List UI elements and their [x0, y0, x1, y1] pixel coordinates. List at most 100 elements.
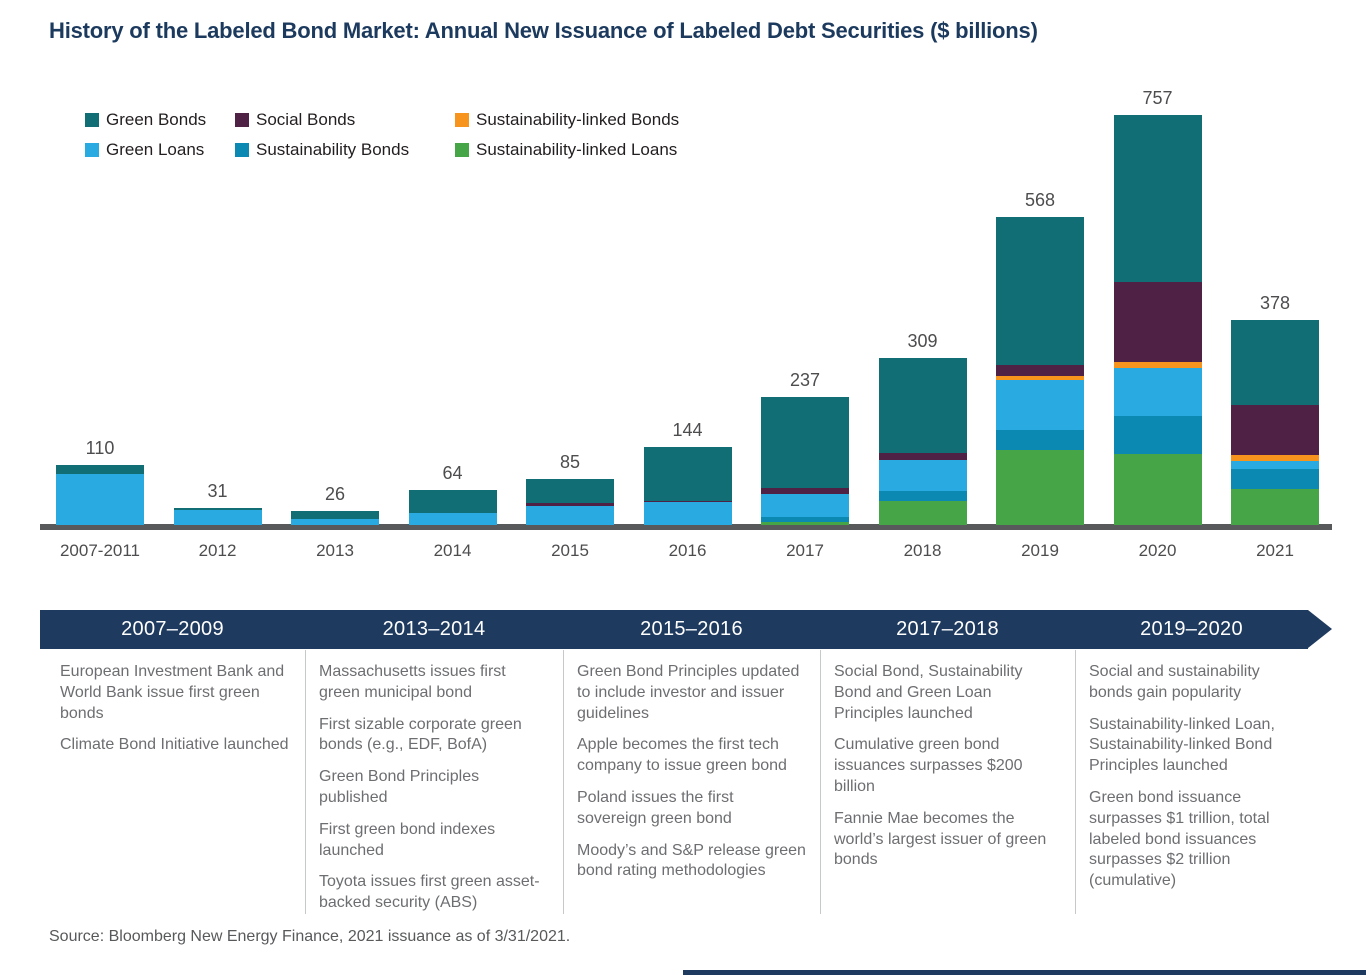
bar-2020 [1113, 115, 1202, 525]
timeline-period-label: 2007–2009 [121, 618, 224, 640]
timeline-column: Social and sustainability bonds gain pop… [1075, 650, 1308, 914]
bar-value-label: 110 [85, 438, 115, 459]
timeline-column: European Investment Bank and World Bank … [40, 650, 305, 914]
bar-value-label: 237 [789, 369, 821, 390]
bar-segment-green_loans [526, 506, 614, 525]
bar-segment-sustainability_bonds [1231, 469, 1319, 490]
timeline-event: Massachusetts issues first green municip… [319, 663, 506, 701]
bar-segment-social_bonds [996, 365, 1084, 377]
legend-item: Social Bonds [235, 110, 455, 130]
sustainability_linked_bonds-swatch-icon [455, 113, 469, 127]
timeline-event: Toyota issues first green asset-backed s… [319, 873, 540, 912]
bar-segment-green_bonds [173, 508, 262, 510]
bar-value-label: 378 [1259, 293, 1291, 314]
legend-item: Sustainability Bonds [235, 140, 455, 160]
bar-segment-sustainability_linked_bonds [1231, 454, 1319, 462]
bar-segment-green_loans [408, 513, 497, 525]
timeline-event: Sustainability-linked Loan, Sustainabili… [1089, 715, 1275, 775]
bar-segment-green_bonds [643, 447, 732, 502]
bar-2016 [643, 447, 732, 525]
sustainability_linked_loans-swatch-icon [455, 143, 469, 157]
legend-item: Green Bonds [85, 110, 235, 130]
bar-segment-green_bonds [291, 510, 379, 519]
x-axis-tick-label: 2019 [1021, 541, 1059, 560]
x-axis-tick-label: 2021 [1256, 541, 1294, 560]
bar-2019 [996, 217, 1084, 525]
bar-segment-sustainability_linked_bonds [996, 376, 1084, 380]
bar-segment-green_bonds [878, 357, 967, 453]
timeline-event: Climate Bond Initiative launched [60, 736, 289, 754]
x-axis-tick-label: 2018 [903, 541, 942, 560]
bar-segment-green_bonds [1231, 320, 1319, 405]
bar-segment-sustainability_linked_loans [1113, 453, 1202, 525]
bar-segment-sustainability_bonds [996, 429, 1084, 450]
timeline-column: Massachusetts issues first green municip… [305, 650, 563, 914]
timeline-band: 2007–2009 2013–2014 2015–2016 2017–2018 2019… [40, 610, 1308, 649]
chart-legend: Green Bonds Social Bonds Sustainability-li… [85, 110, 715, 160]
bar-segment-green_bonds [761, 396, 849, 488]
timeline-column: Social Bond, Sustainability Bond and Gre… [820, 650, 1075, 914]
bar-value-label: 309 [907, 330, 938, 351]
timeline-event: First green bond indexes launched [319, 820, 496, 859]
timeline-event: Green Bond Principles published [319, 768, 480, 806]
bar-2012 [173, 508, 262, 525]
x-axis-tick-label: 2016 [668, 541, 707, 560]
green_loans-swatch-icon [85, 143, 99, 157]
bar-segment-green_bonds [56, 465, 144, 474]
timeline-column: Green Bond Principles updated to include… [563, 650, 820, 914]
timeline-period-label: 2013–2014 [382, 618, 486, 640]
chart-title: History of the Labeled Bond Market: Annu… [49, 18, 1038, 43]
social_bonds-swatch-icon [235, 113, 249, 127]
legend-label: Green Loans [106, 140, 205, 159]
timeline-event: Social Bond, Sustainability Bond and Gre… [834, 663, 1023, 722]
bar-value-label: 144 [672, 420, 703, 440]
bar-segment-social_bonds [878, 452, 967, 461]
timeline-event: Green Bond Principles updated to include… [577, 663, 800, 722]
bar-value-label: 31 [207, 481, 228, 502]
timeline-event: Social and sustainability bonds gain pop… [1089, 663, 1260, 701]
bar-value-label: 26 [324, 483, 346, 504]
legend-label: Sustainability Bonds [256, 140, 410, 159]
timeline-event: Fannie Mae becomes the world’s largest i… [834, 809, 1047, 869]
legend-label: Green Bonds [106, 110, 207, 129]
bar-segment-sustainability_linked_loans [1231, 489, 1319, 525]
bar-2021 [1231, 320, 1319, 525]
bar-segment-green_loans [996, 379, 1084, 430]
bar-segment-green_loans [643, 502, 732, 525]
bar-segment-green_bonds [996, 217, 1084, 366]
bar-2007-2011 [56, 465, 144, 525]
x-axis-tick-label: 2007-2011 [59, 541, 141, 560]
bar-segment-green_loans [761, 494, 849, 518]
timeline-event: First sizable corporate green bonds (e.g… [319, 715, 522, 754]
bar-2015 [526, 478, 614, 525]
bar-value-label: 85 [559, 451, 581, 472]
bar-segment-sustainability_bonds [761, 517, 849, 523]
bar-segment-sustainability_linked_loans [761, 522, 849, 525]
bar-2014 [408, 490, 497, 525]
bar-2017 [761, 396, 849, 525]
legend-item: Green Loans [85, 140, 235, 160]
timeline-event: Apple becomes the first tech company to … [577, 736, 787, 775]
source-note: Source: Bloomberg New Energy Finance, 20… [49, 928, 571, 945]
bar-2013 [291, 510, 379, 525]
bar-segment-green_loans [1231, 461, 1319, 470]
x-axis-tick-label: 2017 [786, 541, 824, 560]
legend-label: Social Bonds [256, 110, 356, 129]
bar-segment-sustainability_linked_loans [878, 500, 967, 525]
legend-item: Sustainability-linked Loans [455, 140, 715, 160]
legend-label: Sustainability-linked Loans [476, 140, 678, 159]
bar-segment-green_loans [1113, 367, 1202, 416]
bar-segment-social_bonds [526, 503, 614, 507]
bar-segment-social_bonds [1113, 281, 1202, 362]
x-axis-tick-label: 2013 [316, 541, 354, 560]
bar-segment-green_loans [291, 518, 379, 525]
timeline-event: European Investment Bank and World Bank … [60, 663, 285, 722]
bar-segment-social_bonds [1231, 404, 1319, 455]
bar-2018 [878, 357, 967, 525]
x-axis-tick-label: 2020 [1138, 541, 1177, 560]
bar-segment-green_loans [878, 460, 967, 492]
bar-segment-sustainability_bonds [878, 491, 967, 501]
bar-segment-sustainability_linked_bonds [1113, 362, 1202, 368]
bar-segment-green_bonds [526, 478, 614, 504]
